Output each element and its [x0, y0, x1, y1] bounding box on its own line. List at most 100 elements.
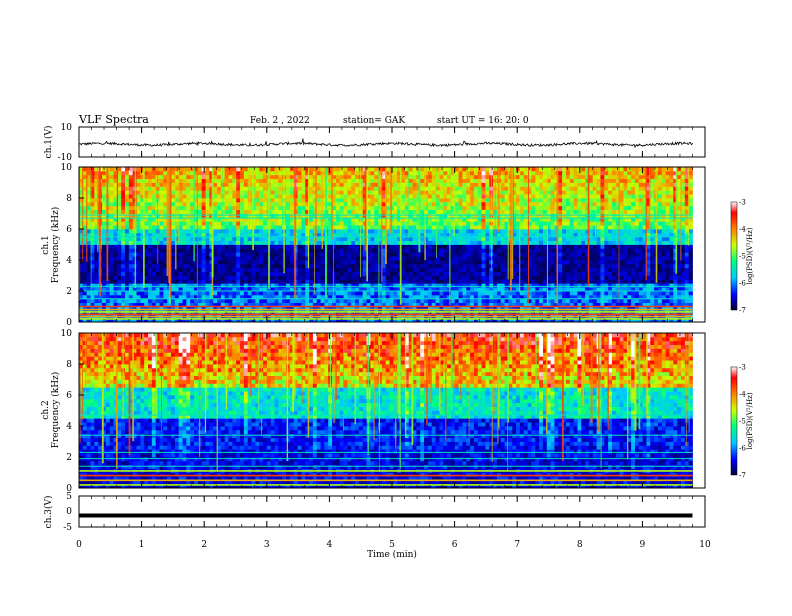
spectrogram-cell [301, 167, 305, 171]
spectrogram-cell [160, 202, 164, 206]
spectrogram-cell [217, 237, 221, 241]
spectrogram-cell [137, 186, 141, 190]
spectrogram-cell [459, 229, 463, 233]
spectrogram-cell [275, 276, 279, 280]
spectrogram-cell [221, 175, 225, 179]
spectrogram-cell [240, 248, 244, 252]
spectrogram-cell [474, 175, 478, 179]
spectrogram-cell [466, 190, 470, 194]
spectrogram-cell [535, 175, 539, 179]
spectrogram-cell [186, 229, 190, 233]
spectrogram-cell [317, 268, 321, 272]
spectrogram-cell [355, 245, 359, 249]
spectrogram-cell [221, 194, 225, 198]
spectrogram-cell [121, 241, 125, 245]
spectrogram-cell [186, 206, 190, 210]
spectrogram-cell [374, 186, 378, 190]
spectrogram-cell [152, 198, 156, 202]
spectrogram-cell [432, 268, 436, 272]
spectrogram-cell [374, 206, 378, 210]
spectrogram-cell [447, 252, 451, 256]
spectrogram-cell [125, 264, 129, 268]
spectrogram-cell [535, 248, 539, 252]
spectrogram-cell [321, 276, 325, 280]
spectrogram-cell [259, 225, 263, 229]
spectrogram-cell [390, 245, 394, 249]
spectrogram-cell [244, 210, 248, 214]
spectrogram-cell [455, 221, 459, 225]
spectrogram-cell [229, 198, 233, 202]
spectrogram-cell [520, 268, 524, 272]
spectrogram-cell [374, 194, 378, 198]
spectrogram-cell [206, 179, 210, 183]
spectrogram-cell [301, 171, 305, 175]
spectrogram-cell [179, 268, 183, 272]
spectrogram-cell [183, 202, 187, 206]
spectrogram-cell [252, 252, 256, 256]
spectrogram-cell [439, 186, 443, 190]
spectrogram-cell [198, 175, 202, 179]
spectrogram-cell [462, 221, 466, 225]
spectrogram-cell [370, 237, 374, 241]
spectrogram-cell [271, 237, 275, 241]
spectrogram-cell [206, 167, 210, 171]
spectrogram-cell [420, 279, 424, 283]
spectrogram-cell [152, 256, 156, 260]
spectrogram-cell [374, 252, 378, 256]
spectrogram-cell [332, 299, 336, 303]
spectrogram-cell [248, 279, 252, 283]
spectrogram-cell [183, 248, 187, 252]
spectrogram-cell [117, 276, 121, 280]
spectrogram-cell [160, 256, 164, 260]
spectrogram-cell [225, 210, 229, 214]
spectrogram-cell [424, 268, 428, 272]
spectrogram-cell [432, 299, 436, 303]
spectrogram-cell [520, 214, 524, 218]
spectrogram-cell [462, 268, 466, 272]
spectrogram-cell [232, 194, 236, 198]
spectrogram-cell [117, 245, 121, 249]
spectrogram-cell [321, 248, 325, 252]
spectrogram-cell [263, 206, 267, 210]
spectrogram-cell [160, 248, 164, 252]
spectrogram-cell [551, 256, 555, 260]
spectrogram-cell [370, 279, 374, 283]
spectrogram-cell [543, 256, 547, 260]
spectrogram-cell [363, 279, 367, 283]
spectrogram-cell [347, 202, 351, 206]
spectrogram-cell [443, 276, 447, 280]
spectrogram-cell [336, 248, 340, 252]
spectrogram-cell [183, 272, 187, 276]
spectrogram-cell [355, 186, 359, 190]
spectrogram-cell [171, 229, 175, 233]
spectrogram-cell [501, 237, 505, 241]
spectrogram-cell [482, 264, 486, 268]
spectrogram-cell [497, 260, 501, 264]
spectrogram-cell [298, 225, 302, 229]
spectrogram-cell [535, 179, 539, 183]
spectrogram-cell [225, 237, 229, 241]
spectrogram-cell [347, 210, 351, 214]
spectrogram-cell [186, 264, 190, 268]
spectrogram-cell [140, 299, 144, 303]
spectrogram-cell [221, 202, 225, 206]
spectrogram-cell [443, 248, 447, 252]
spectrogram-cell [271, 171, 275, 175]
spectrogram-cell [313, 279, 317, 283]
spectrogram-cell [171, 264, 175, 268]
spectrogram-cell [148, 206, 152, 210]
spectrogram-cell [148, 225, 152, 229]
spectrogram-cell [160, 210, 164, 214]
spectrogram-cell [524, 252, 528, 256]
spectrogram-cell [351, 210, 355, 214]
spectrogram-cell [259, 276, 263, 280]
spectrogram-cell [121, 237, 125, 241]
spectrogram-cell [102, 241, 106, 245]
spectrogram-cell [232, 190, 236, 194]
spectrogram-cell [259, 241, 263, 245]
spectrogram-cell [336, 206, 340, 210]
spectrogram-cell [278, 186, 282, 190]
spectrogram-cell [390, 264, 394, 268]
spectrogram-cell [455, 183, 459, 187]
spectrogram-cell [551, 272, 555, 276]
